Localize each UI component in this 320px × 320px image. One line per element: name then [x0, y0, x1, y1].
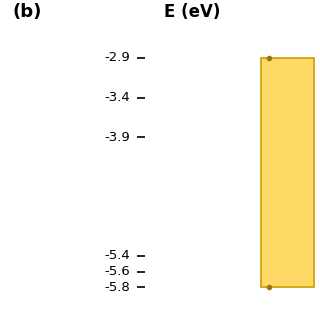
Text: -3.9: -3.9	[105, 131, 131, 144]
Text: -5.6: -5.6	[105, 265, 131, 278]
Text: (b): (b)	[12, 3, 42, 21]
Text: -5.8: -5.8	[105, 281, 131, 294]
Text: -2.9: -2.9	[105, 52, 131, 65]
Bar	[261, 58, 314, 287]
Text: -5.4: -5.4	[105, 249, 131, 262]
Text: -3.4: -3.4	[105, 91, 131, 104]
Text: E (eV): E (eV)	[164, 3, 221, 21]
